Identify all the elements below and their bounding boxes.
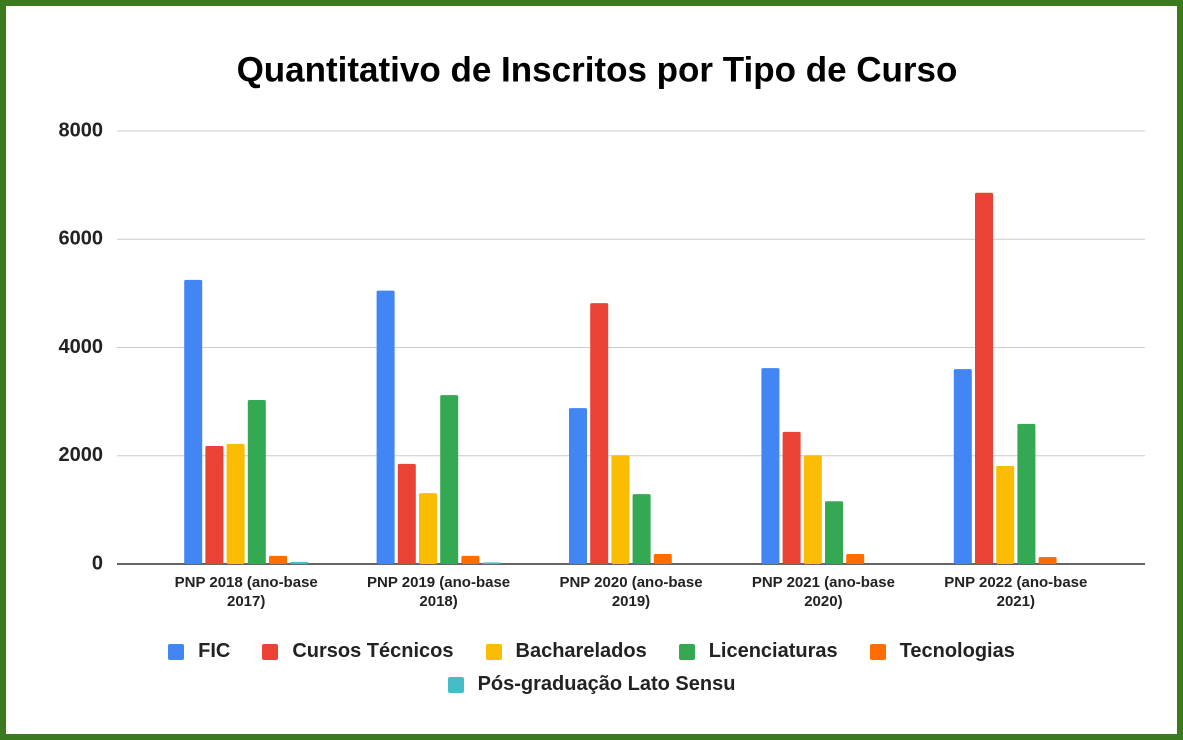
y-tick-label: 4000 — [59, 336, 104, 358]
legend-item: Pós-graduação Lato Sensu — [447, 673, 736, 696]
chart-title: Quantitativo de Inscritos por Tipo de Cu… — [237, 50, 958, 89]
legend-swatch — [869, 643, 886, 660]
x-tick-label: PNP 2018 (ano-base 2017) — [174, 574, 318, 610]
bar — [482, 562, 501, 564]
legend: FIC Cursos Técnicos Bacharelados Licenciatu… — [120, 640, 1063, 696]
bar — [761, 368, 780, 564]
legend-label: Cursos Técnicos — [292, 640, 454, 662]
bar — [632, 494, 651, 564]
bar — [611, 455, 630, 564]
bar — [782, 431, 801, 564]
legend-swatch — [447, 676, 464, 693]
bar — [953, 369, 972, 564]
bar — [269, 555, 287, 564]
legend-label: Bacharelados — [515, 640, 647, 662]
legend-item: Bacharelados — [485, 640, 647, 663]
bar — [569, 408, 587, 564]
bar — [461, 555, 480, 564]
bar — [1017, 423, 1036, 564]
bar — [1038, 556, 1057, 564]
bar — [205, 446, 224, 564]
legend-label: Tecnologias — [899, 640, 1015, 662]
bar — [825, 501, 843, 564]
bar — [419, 493, 437, 564]
bar — [184, 279, 203, 564]
x-tick-label: PNP 2022 (ano-base 2021) — [944, 574, 1088, 610]
legend-item: Cursos Técnicos — [262, 640, 454, 663]
bar — [846, 553, 865, 564]
legend-label: Pós-graduação Lato Sensu — [477, 673, 736, 695]
x-tick-label: PNP 2019 (ano-base 2018) — [367, 574, 511, 610]
bar — [440, 395, 459, 564]
legend-item: Tecnologias — [869, 640, 1015, 663]
bar — [376, 290, 395, 564]
bar — [397, 463, 416, 564]
legend-label: FIC — [198, 640, 231, 662]
y-tick-label: 0 — [92, 552, 103, 574]
y-tick-label: 8000 — [59, 119, 104, 141]
bar — [975, 192, 993, 564]
y-tick-label: 2000 — [59, 444, 104, 466]
legend-label: Licenciaturas — [708, 640, 838, 662]
bar — [653, 553, 672, 564]
bar — [247, 400, 266, 564]
bar — [290, 561, 309, 564]
x-tick-label: PNP 2020 (ano-base 2019) — [559, 574, 703, 610]
y-tick-label: 6000 — [59, 228, 104, 250]
legend-item: Licenciaturas — [678, 640, 838, 663]
legend-swatch — [168, 643, 185, 660]
bar — [590, 303, 609, 564]
bar — [803, 455, 822, 564]
legend-swatch — [262, 643, 279, 660]
x-tick-label: PNP 2021 (ano-base 2020) — [751, 574, 895, 610]
legend-swatch — [485, 643, 502, 660]
legend-item: FIC — [168, 640, 230, 663]
bar — [996, 466, 1015, 564]
bar — [226, 443, 245, 564]
legend-swatch — [678, 643, 695, 660]
